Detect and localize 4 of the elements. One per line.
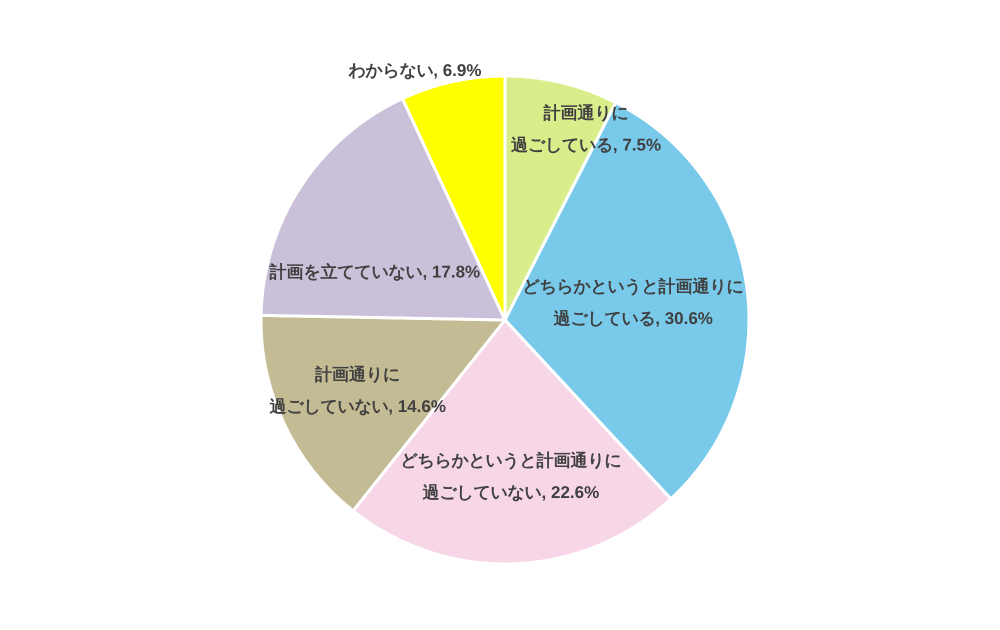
slice-label: どちらかというと計画通りに過ごしていない, 22.6%: [400, 450, 622, 502]
slice-label: わからない, 6.9%: [347, 60, 482, 80]
slice-label: 計画を立てていない, 17.8%: [268, 262, 480, 281]
slice-label: どちらかというと計画通りに過ごしている, 30.6%: [522, 276, 744, 328]
